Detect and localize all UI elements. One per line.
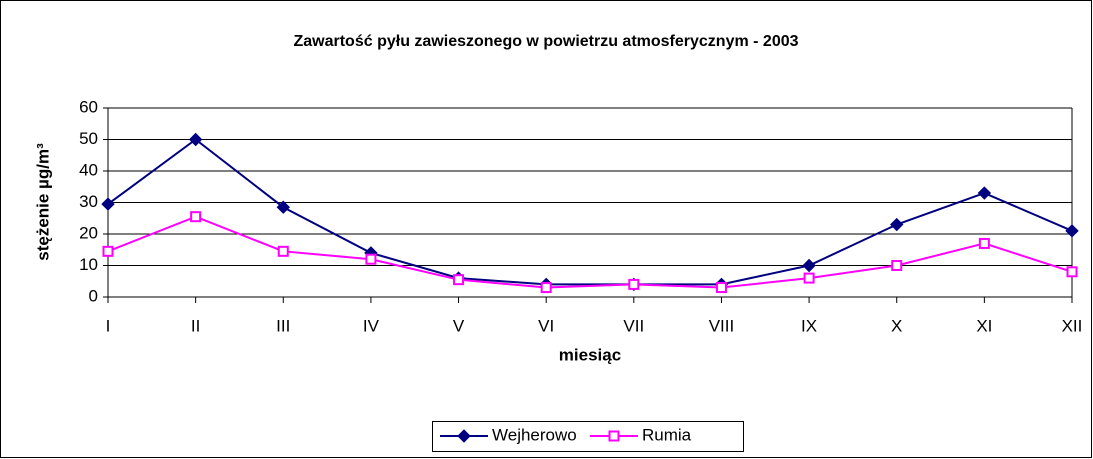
x-tick-label: X: [891, 316, 902, 335]
x-tick-label: II: [191, 316, 200, 335]
data-point: [540, 282, 552, 294]
data-point: [977, 186, 992, 200]
data-point: [365, 253, 377, 265]
x-axis-title: miesiąc: [559, 345, 621, 364]
legend-marker: [608, 430, 620, 442]
legend-marker: [457, 429, 471, 443]
x-tick-label: VIII: [709, 316, 735, 335]
x-tick-label: VI: [538, 316, 554, 335]
data-point: [276, 200, 290, 214]
data-point: [802, 258, 816, 273]
y-tick-label: 0: [89, 286, 98, 305]
legend-label: Wejherowo: [492, 425, 577, 444]
x-tick-label: I: [106, 316, 111, 335]
data-point: [803, 272, 815, 284]
x-tick-label: XI: [976, 316, 992, 335]
x-tick-label: V: [453, 316, 465, 335]
y-tick-label: 40: [79, 160, 98, 179]
y-tick-label: 20: [79, 223, 98, 242]
data-point: [978, 237, 990, 249]
data-point: [1066, 266, 1078, 278]
y-tick-label: 50: [79, 129, 98, 148]
chart-title: Zawartość pyłu zawieszonego w powietrzu …: [293, 33, 798, 50]
y-tick-label: 30: [79, 192, 98, 211]
data-point: [891, 260, 903, 271]
series-line: [107, 215, 1073, 289]
x-tick-label: XII: [1062, 316, 1083, 335]
data-point: [190, 211, 202, 223]
data-point: [628, 278, 640, 290]
data-point: [188, 132, 203, 147]
y-tick-label: 10: [79, 255, 98, 274]
series-line: [107, 138, 1073, 286]
data-point: [453, 274, 465, 286]
data-point: [715, 282, 727, 294]
legend-label: Rumia: [642, 425, 692, 444]
data-point: [101, 197, 115, 211]
y-axis-title: stężenie µg/m³: [33, 143, 52, 261]
x-tick-label: III: [276, 316, 290, 335]
data-point: [102, 245, 114, 257]
x-tick-label: IV: [363, 316, 380, 335]
x-tick-label: IX: [801, 316, 817, 335]
data-point: [1065, 224, 1079, 238]
data-point: [890, 217, 904, 232]
y-tick-label: 60: [79, 97, 98, 116]
data-point: [277, 245, 289, 257]
x-tick-label: VII: [623, 316, 644, 335]
